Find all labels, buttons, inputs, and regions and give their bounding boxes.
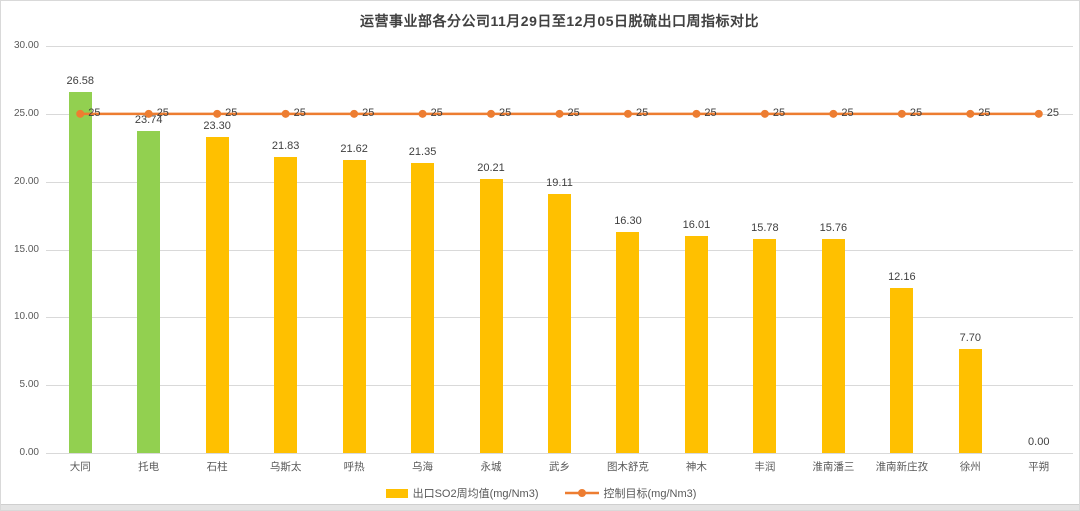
bar-value-label: 21.35 [408, 146, 437, 159]
target-line-marker-icon [966, 109, 975, 118]
x-axis-category-label: 乌斯太 [269, 461, 302, 473]
legend-label-line-series: 控制目标(mg/Nm3) [603, 488, 697, 500]
x-axis-line [46, 453, 1073, 454]
bar-value-label: 16.01 [682, 218, 711, 231]
line-series-swatch-icon [564, 488, 599, 498]
bar [684, 235, 708, 453]
bar-series-swatch-icon [385, 488, 408, 498]
x-axis-category-label: 大同 [69, 461, 91, 473]
x-axis-category-label: 丰润 [754, 461, 776, 473]
target-value-label: 25 [1046, 107, 1060, 120]
bar [890, 288, 914, 453]
target-line-marker-icon [829, 109, 838, 118]
y-axis-tick-label: 5.00 [19, 379, 39, 391]
target-value-label: 25 [225, 107, 238, 120]
bar-value-label: 21.62 [340, 142, 368, 155]
target-line-marker-icon [623, 109, 632, 118]
target-line-marker-icon [350, 109, 359, 118]
bar-value-label: 15.76 [819, 222, 848, 235]
bar [274, 156, 298, 453]
x-axis-category-label: 托电 [138, 461, 160, 473]
bar-value-label: 0.00 [1028, 436, 1050, 448]
bar [616, 231, 640, 453]
gridline [46, 46, 1073, 47]
target-value-label: 25 [635, 107, 649, 120]
target-line-marker-icon [418, 109, 427, 118]
target-value-label: 25 [88, 107, 101, 120]
target-value-label: 25 [499, 107, 512, 120]
bottom-strip [1, 504, 1079, 510]
bar [342, 159, 366, 453]
bar-value-label: 23.74 [134, 113, 163, 126]
bar-value-label: 16.30 [614, 214, 642, 227]
y-axis-tick-label: 20.00 [13, 175, 39, 187]
bar-value-label: 19.11 [546, 176, 573, 189]
target-line-marker-icon [213, 109, 222, 118]
bar [479, 178, 503, 453]
legend: 出口SO2周均值(mg/Nm3) 控制目标(mg/Nm3) [1, 482, 1079, 504]
x-axis-category-label: 平朔 [1028, 461, 1050, 473]
bar-value-label: 21.83 [271, 139, 300, 152]
x-axis-category-label: 徐州 [959, 461, 981, 473]
target-line-marker-icon [281, 109, 290, 118]
chart-title: 运营事业部各分公司11月29日至12月05日脱硫出口周指标对比 [359, 13, 759, 29]
y-axis-tick-label: 30.00 [13, 40, 39, 51]
target-value-label: 25 [156, 107, 169, 120]
bar [821, 239, 845, 453]
target-line-marker-icon [760, 109, 769, 118]
target-line-marker-icon [1034, 109, 1043, 118]
x-axis-category-label: 图木舒克 [606, 461, 649, 473]
bar [548, 193, 571, 453]
legend-item-line-series: 控制目标(mg/Nm3) [564, 485, 697, 501]
target-value-label: 25 [909, 107, 923, 120]
x-axis-category-label: 神木 [685, 461, 707, 473]
bar-value-label: 20.21 [477, 161, 505, 174]
bar-value-label: 23.30 [203, 119, 231, 132]
x-axis-category-label: 武乡 [548, 461, 570, 473]
target-value-label: 25 [430, 107, 443, 120]
bar [753, 238, 777, 453]
target-line-marker-icon [487, 109, 496, 118]
bar-value-label: 7.70 [959, 331, 981, 344]
x-axis-category-label: 呼热 [343, 461, 365, 473]
bar [958, 348, 982, 453]
legend-item-bar-series: 出口SO2周均值(mg/Nm3) [385, 485, 539, 501]
target-value-label: 25 [704, 107, 717, 120]
target-line-marker-icon [692, 109, 701, 118]
x-axis-category-label: 乌海 [412, 461, 434, 473]
x-axis-category-label: 石柱 [206, 461, 228, 473]
target-value-label: 25 [293, 107, 306, 120]
y-axis-tick-label: 15.00 [13, 243, 39, 255]
target-line-marker-icon [76, 109, 85, 118]
bar [205, 136, 229, 453]
bar [137, 130, 161, 453]
target-value-label: 25 [772, 107, 786, 120]
x-axis-category-label: 淮南潘三 [812, 461, 855, 473]
gridline [46, 181, 1073, 183]
bar-value-label: 26.58 [66, 75, 94, 88]
bar [411, 163, 435, 453]
bar-value-label: 15.78 [751, 221, 779, 234]
target-value-label: 25 [978, 107, 991, 120]
x-axis-category-label: 淮南新庄孜 [875, 461, 929, 473]
target-value-label: 25 [841, 107, 854, 120]
target-line-marker-icon [144, 109, 153, 118]
target-line-marker-icon [555, 109, 564, 118]
target-value-label: 25 [567, 107, 580, 120]
y-axis-tick-label: 25.00 [13, 107, 39, 119]
bar-value-label: 12.16 [888, 271, 916, 284]
bar [68, 92, 92, 453]
y-axis-tick-label: 10.00 [13, 311, 39, 323]
target-value-label: 25 [362, 107, 375, 120]
legend-label-bar-series: 出口SO2周均值(mg/Nm3) [412, 488, 539, 500]
x-axis-category-label: 永城 [480, 461, 502, 473]
y-axis-tick-label: 0.00 [19, 447, 39, 458]
target-line-marker-icon [897, 109, 906, 118]
